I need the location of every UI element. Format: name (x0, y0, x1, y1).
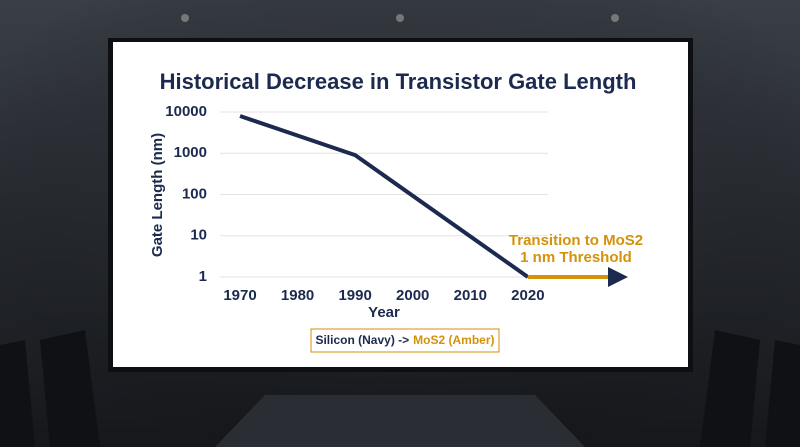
ceiling-light (396, 14, 404, 22)
y-tick-label: 100 (182, 185, 207, 202)
legend-box (310, 328, 500, 353)
x-axis-label: Year (368, 304, 400, 321)
x-tick-label: 1990 (338, 287, 371, 304)
chart-title: Historical Decrease in Transistor Gate L… (160, 69, 637, 94)
legend-entry: Silicon (Navy) -> (315, 333, 409, 347)
y-axis-label: Gate Length (nm) (149, 133, 166, 257)
y-tick-label: 1 (199, 268, 207, 285)
annotation: Transition to MoS2 (509, 232, 643, 249)
x-tick-label: 2000 (396, 287, 429, 304)
ceiling-light (181, 14, 189, 22)
chart: Historical Decrease in Transistor Gate L… (149, 69, 643, 353)
chair (765, 340, 800, 447)
table (215, 395, 585, 447)
series-line (239, 114, 530, 279)
chair (700, 330, 760, 447)
x-tick-label: 1970 (223, 287, 256, 304)
x-tick-label: 2010 (454, 287, 487, 304)
y-tick-label: 1000 (174, 144, 207, 161)
x-tick-label: 1980 (281, 287, 314, 304)
chair (0, 340, 35, 447)
annotation: 1 nm Threshold (520, 249, 632, 266)
chair (40, 330, 100, 447)
y-tick-label: 10 (190, 227, 207, 244)
legend-entry: MoS2 (Amber) (413, 333, 494, 347)
screen (113, 42, 688, 367)
y-tick-label: 10000 (165, 103, 207, 120)
x-tick-label: 2020 (511, 287, 544, 304)
legend: Silicon (Navy) -> MoS2 (Amber) (315, 333, 494, 347)
ceiling-light (611, 14, 619, 22)
